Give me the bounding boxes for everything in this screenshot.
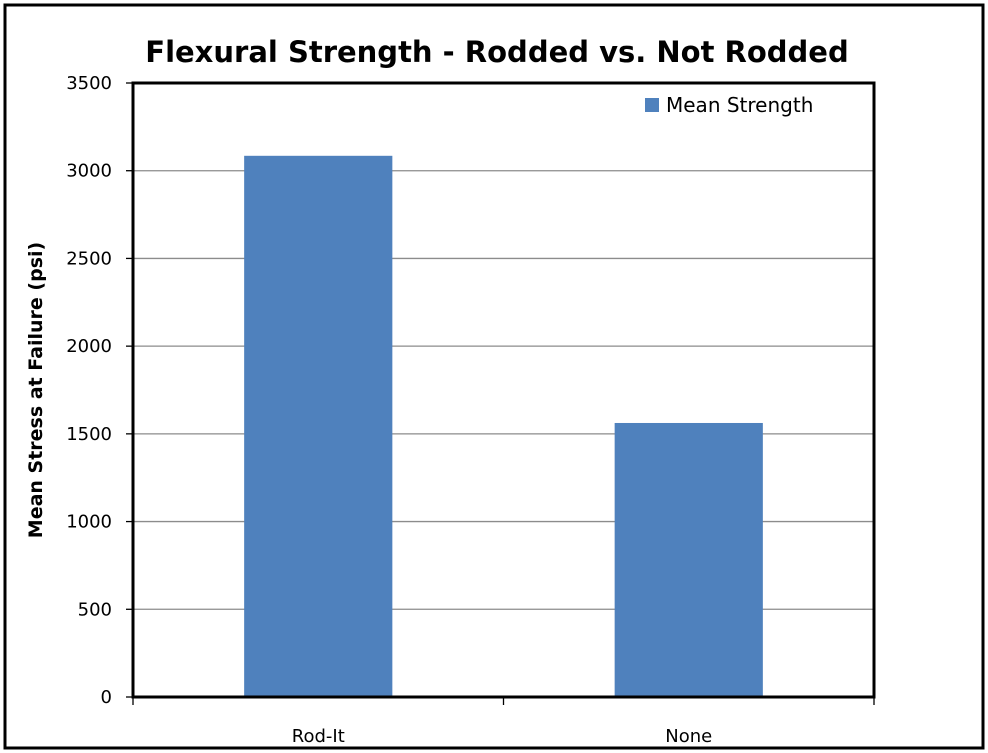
y-tick-label: 3000 xyxy=(66,161,112,182)
chart-title: Flexural Strength - Rodded vs. Not Rodde… xyxy=(145,35,848,69)
x-tick-label: Rod-It xyxy=(292,726,345,747)
y-axis-label: Mean Stress at Failure (psi) xyxy=(25,242,47,538)
y-tick-label: 1500 xyxy=(66,424,112,445)
y-tick-label: 1000 xyxy=(66,512,112,533)
y-tick-label: 500 xyxy=(78,599,112,620)
y-tick-label: 3500 xyxy=(66,73,112,94)
y-tick-label: 2500 xyxy=(66,248,112,269)
bars xyxy=(244,155,763,697)
chart-border xyxy=(3,3,985,750)
y-tick-label: 2000 xyxy=(66,336,112,357)
bar-none xyxy=(614,422,763,697)
x-tick-label: None xyxy=(665,726,712,747)
legend-swatch-mean-strength xyxy=(645,98,659,112)
legend: Mean Strength xyxy=(645,93,813,117)
y-tick-label: 0 xyxy=(101,687,112,708)
bar-rod-it xyxy=(244,155,393,697)
legend-label-mean-strength: Mean Strength xyxy=(666,93,813,117)
axes: 0 500 1000 1500 2000 2500 3000 3500 Rod-It None xyxy=(66,73,875,747)
